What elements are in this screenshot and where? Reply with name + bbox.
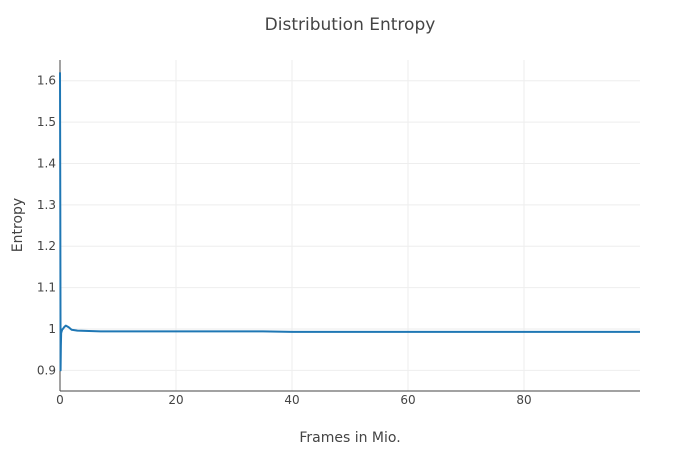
x-tick-label: 20 bbox=[168, 393, 183, 407]
x-tick-label: 80 bbox=[516, 393, 531, 407]
series-line bbox=[59, 72, 640, 372]
series-layer bbox=[59, 72, 640, 372]
x-tick-labels: 0 20 40 60 80 bbox=[56, 393, 531, 407]
y-tick-label: 1 bbox=[48, 322, 56, 336]
x-axis-title: Frames in Mio. bbox=[299, 430, 400, 446]
y-tick-label: 1.5 bbox=[37, 115, 56, 129]
y-tick-label: 1.1 bbox=[37, 281, 56, 295]
y-gridlines bbox=[60, 80, 640, 371]
y-tick-label: 1.2 bbox=[37, 239, 56, 253]
y-tick-label: 1.6 bbox=[37, 74, 56, 88]
x-tick-label: 0 bbox=[56, 393, 64, 407]
x-tick-label: 60 bbox=[400, 393, 415, 407]
y-tick-labels: 0.9 1 1.1 1.2 1.3 1.4 1.5 1.6 bbox=[37, 74, 56, 378]
x-gridlines bbox=[175, 60, 525, 391]
y-tick-label: 0.9 bbox=[37, 363, 56, 377]
y-tick-label: 1.3 bbox=[37, 198, 56, 212]
y-tick-label: 1.4 bbox=[37, 156, 56, 170]
y-axis-title: Entropy bbox=[10, 198, 26, 252]
x-tick-label: 40 bbox=[284, 393, 299, 407]
chart-title: Distribution Entropy bbox=[265, 15, 436, 35]
